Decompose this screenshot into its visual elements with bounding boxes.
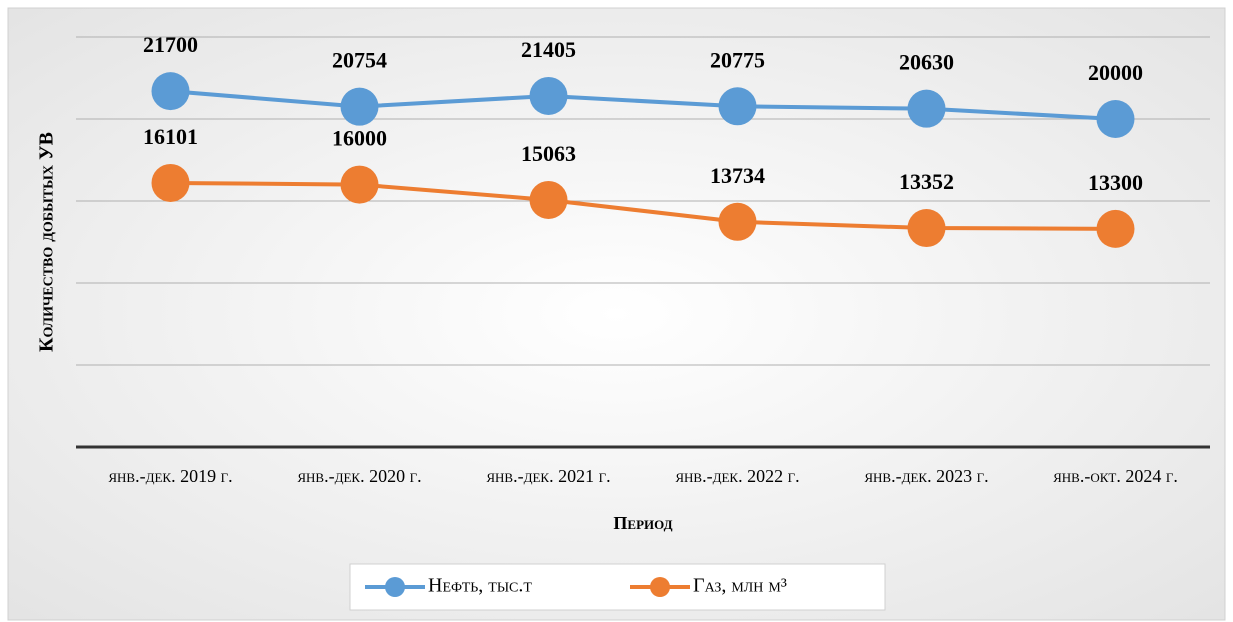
- series-line: [170, 180, 1116, 231]
- marker: [1096, 100, 1135, 138]
- legend-box: [349, 563, 886, 611]
- x-axis-title: Период: [613, 513, 672, 533]
- legend-label: Нефть, тыс.т: [428, 575, 532, 597]
- marker: [340, 165, 379, 204]
- marker: [718, 87, 757, 126]
- marker: [1096, 209, 1135, 248]
- x-tick-label: янв.-дек. 2020 г.: [297, 466, 421, 486]
- legend-marker: [650, 577, 670, 597]
- data-label: 20775: [710, 47, 765, 72]
- marker: [151, 72, 190, 111]
- chart-background: [7, 7, 1226, 621]
- marker: [907, 89, 946, 128]
- legend-marker: [385, 577, 405, 597]
- legend-label: Газ, млн м³: [693, 575, 787, 597]
- data-label: 13734: [710, 163, 765, 188]
- data-label: 20754: [332, 48, 387, 73]
- data-label: 15063: [521, 141, 576, 166]
- data-label: 20630: [899, 50, 954, 75]
- data-label: 21700: [143, 32, 198, 57]
- marker: [529, 180, 568, 219]
- marker: [907, 209, 946, 248]
- marker: [718, 202, 757, 241]
- data-label: 16000: [332, 126, 387, 151]
- y-axis-title: Количество добытых УВ: [36, 132, 58, 352]
- x-tick-label: янв.-дек. 2021 г.: [486, 466, 610, 486]
- data-label: 21405: [521, 37, 576, 62]
- marker: [151, 163, 190, 202]
- x-tick-label: янв.-дек. 2019 г.: [108, 466, 232, 486]
- data-label: 20000: [1088, 60, 1143, 85]
- x-tick-label: янв.-окт. 2024 г.: [1053, 466, 1178, 486]
- x-tick-label: янв.-дек. 2022 г.: [675, 466, 799, 486]
- data-label: 13352: [899, 169, 954, 194]
- x-tick-label: янв.-дек. 2023 г.: [864, 466, 988, 486]
- data-label: 13300: [1088, 170, 1143, 195]
- marker: [340, 87, 379, 126]
- marker: [529, 76, 568, 115]
- data-label: 16101: [143, 124, 198, 149]
- series-line: [170, 89, 1116, 121]
